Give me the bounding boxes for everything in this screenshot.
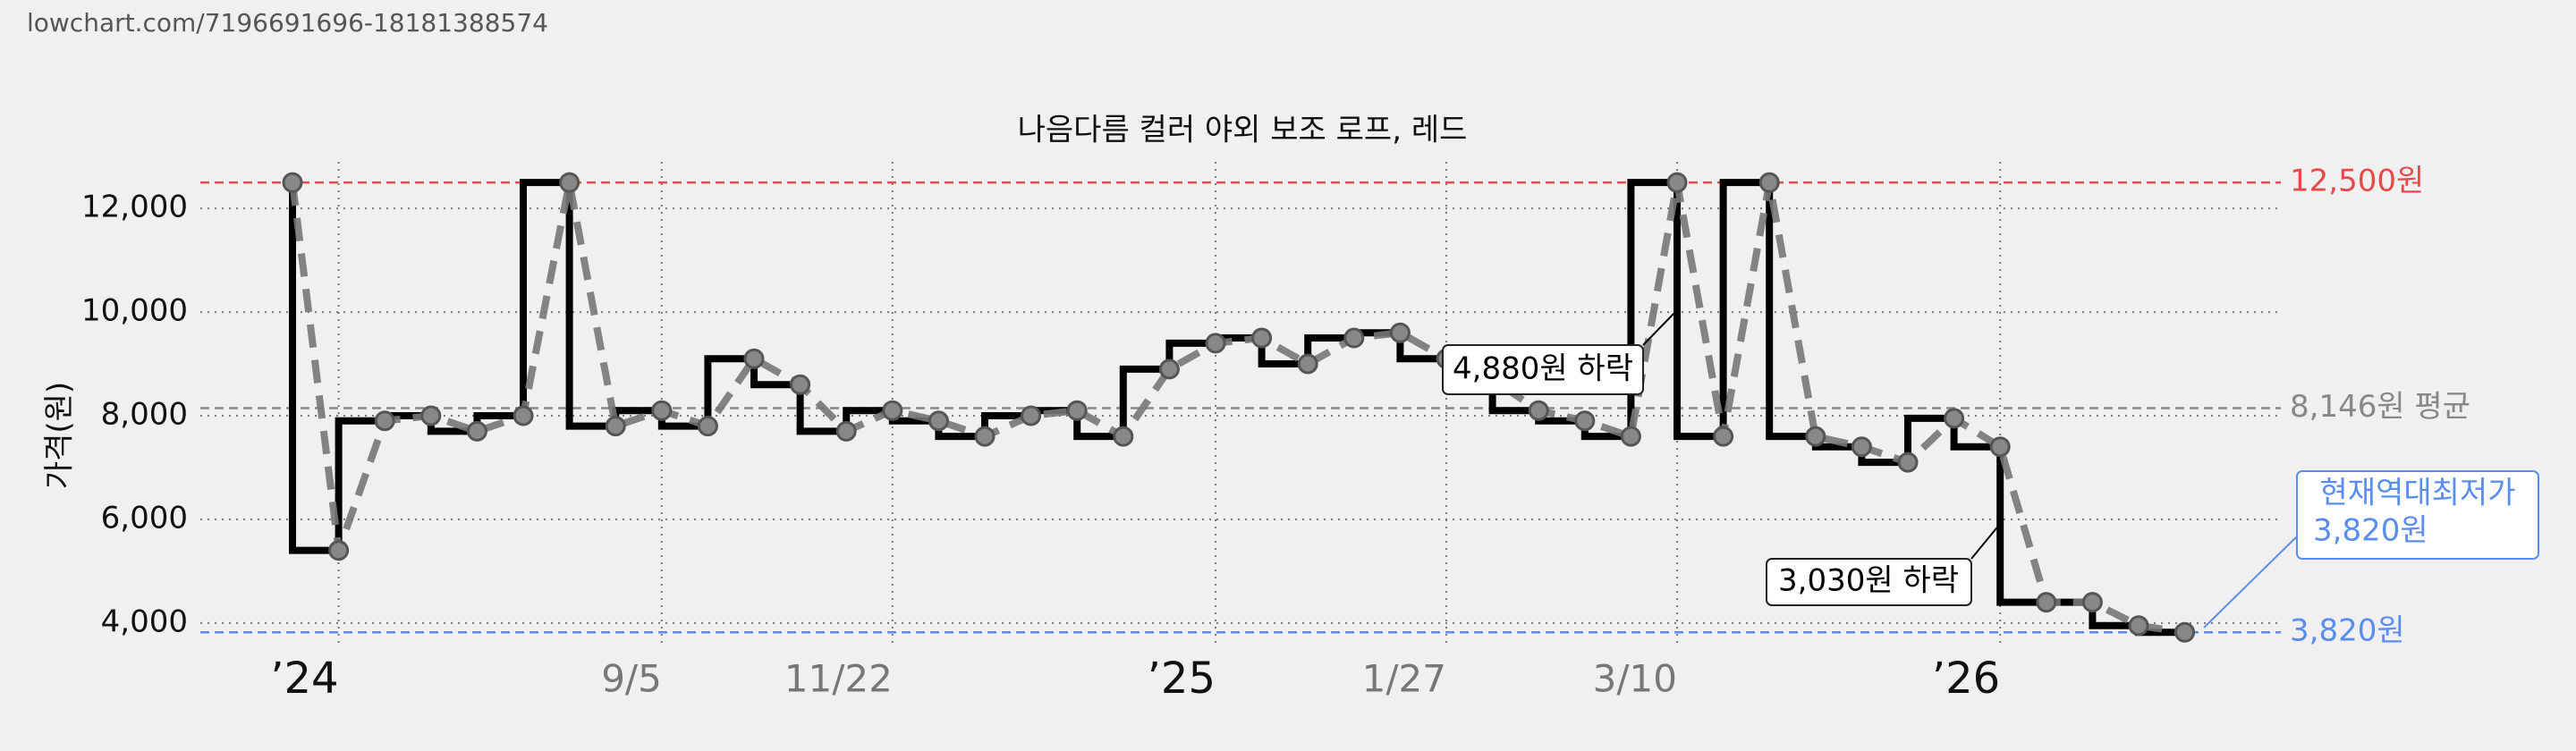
data-point <box>835 420 857 442</box>
data-point <box>1528 400 1549 421</box>
x-tick-label: ’25 <box>1148 654 1216 704</box>
chart-title: 나음다름 컬러 야외 보조 로프, 레드 <box>1018 113 1468 148</box>
data-point <box>1805 426 1826 447</box>
data-point <box>1297 353 1318 375</box>
annotation-arrow <box>1642 312 1675 346</box>
annotation-text: 3,820원 <box>2313 513 2428 549</box>
data-point <box>605 416 626 437</box>
x-tick-label: 3/10 <box>1593 657 1677 701</box>
data-point <box>374 410 395 432</box>
annotation-text: 4,880원 하락 <box>1453 351 1633 387</box>
data-point <box>1620 426 1641 447</box>
data-point <box>1021 405 1042 426</box>
data-point <box>2036 592 2057 613</box>
x-tick-label: 1/27 <box>1362 657 1446 701</box>
y-tick-label: 8,000 <box>101 396 188 432</box>
data-point <box>513 405 534 426</box>
y-tick-label: 10,000 <box>81 293 188 329</box>
data-point <box>882 400 903 421</box>
data-point <box>1666 172 1688 193</box>
annotation-box <box>1766 558 1972 606</box>
data-point <box>1158 359 1180 380</box>
data-point <box>1205 333 1226 354</box>
y-tick-label: 6,000 <box>101 500 188 536</box>
data-point <box>2081 592 2103 613</box>
data-point <box>1897 451 1919 473</box>
data-point <box>328 540 350 561</box>
data-point <box>1343 327 1365 349</box>
y-tick-label: 4,000 <box>101 603 188 639</box>
annotation: 3,030원 하락 <box>1766 523 2001 606</box>
plot: 4,000 6,000 8,000 10,000 12,000 ’24 9/5 11/22 ’2… <box>81 162 2470 704</box>
data-point <box>466 420 487 442</box>
y-tick-label: 12,000 <box>81 190 188 225</box>
annotation-arrow <box>1970 523 2001 560</box>
x-tick-label: ’26 <box>1932 654 2000 704</box>
data-point <box>420 405 442 426</box>
data-point <box>2174 621 2196 643</box>
data-point <box>928 410 949 432</box>
annotation-text: 현재역대최저가 <box>2320 476 2516 511</box>
data-point <box>1574 410 1596 432</box>
data-point <box>651 400 673 421</box>
y-axis-label: 가격(원) <box>42 382 78 489</box>
data-point <box>743 348 765 369</box>
data-point <box>1389 322 1411 343</box>
data-point <box>559 172 580 193</box>
annotation-box <box>1442 344 1644 395</box>
url: lowchart.com/7196691696-18181388574 <box>27 8 548 38</box>
data-point <box>1944 408 1965 429</box>
data-point <box>282 172 303 193</box>
data-point <box>697 416 718 437</box>
data-point <box>1851 436 1872 458</box>
annotation: 현재역대최저가 3,820원 <box>2203 470 2539 629</box>
data-point <box>1113 426 1134 447</box>
annotation-text: 3,030원 하락 <box>1778 563 1959 599</box>
x-tick-label: ’24 <box>270 654 338 704</box>
annotation-arrow <box>2203 536 2298 629</box>
data-point <box>974 426 996 447</box>
data-point <box>1066 400 1088 421</box>
data-point <box>1713 426 1734 447</box>
reference-label: 3,820원 <box>2290 613 2405 649</box>
x-tick-label: 11/22 <box>784 657 893 701</box>
data-point <box>1251 327 1273 349</box>
data-point <box>1758 172 1780 193</box>
reference-label: 8,146원 평균 <box>2290 389 2470 425</box>
data-point <box>1989 436 2011 458</box>
data-point <box>790 374 811 395</box>
x-tick-label: 9/5 <box>601 657 662 701</box>
reference-label: 12,500원 <box>2290 164 2424 199</box>
annotation-box <box>2296 470 2539 560</box>
annotation: 4,880원 하락 <box>1442 312 1675 395</box>
data-point <box>2128 615 2149 637</box>
